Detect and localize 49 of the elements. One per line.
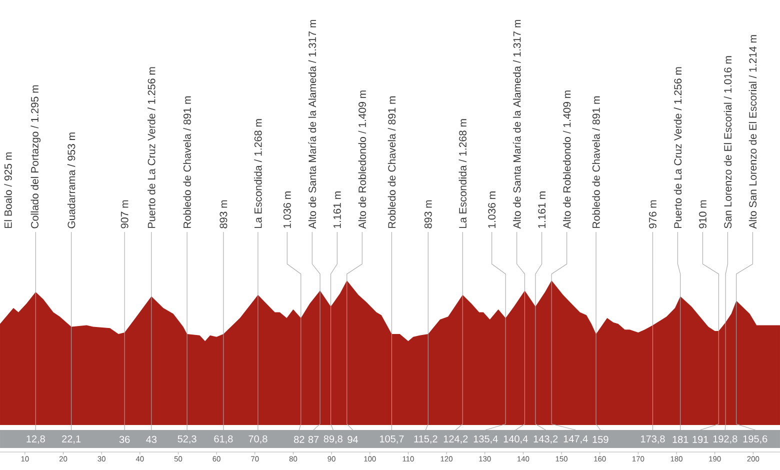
ref-line-label: 173,8 (641, 435, 665, 444)
ref-line-label: 52,3 (178, 435, 196, 444)
ref-line-label: 70,8 (248, 435, 268, 444)
text: Robledo de Chavela / 891 m (183, 96, 191, 228)
text: 893 m (220, 200, 228, 228)
text: Puerto de La Cruz Verde / 1.256 m (148, 67, 156, 228)
ref-line-label: 124,2 (444, 435, 468, 444)
text: La Escondida / 1.268 m (254, 119, 262, 228)
text: Robledo de Chavela / 891 m (388, 96, 396, 228)
text: Alto de Robledondo / 1.409 m (358, 90, 366, 229)
text: Alto de Robledondo / 1.409 m (562, 90, 571, 229)
text: 1.036 m (488, 192, 496, 228)
text: El Boalo / 925 m (4, 152, 12, 228)
ref-line-label: 192,8 (713, 435, 738, 444)
ref-line-label: 195,6 (743, 435, 768, 444)
text: 893 m (424, 200, 432, 228)
text: Alto San Lorenzo de El Escorial / 1.214 m (748, 35, 757, 229)
ref-line-label: 43 (146, 436, 157, 444)
text: 910 m (699, 200, 706, 228)
text: 1.036 m (283, 192, 291, 228)
ref-line-label: 105,7 (380, 435, 404, 444)
ref-line-label: 115,2 (414, 435, 438, 444)
text: San Lorenzo de El Escorial / 1.016 m (724, 56, 732, 228)
ref-line-label: 94 (348, 436, 358, 444)
ref-line-label: 89,8 (324, 435, 342, 444)
text: 1.161 m (538, 192, 546, 228)
ref-line-label: 87 (308, 436, 319, 444)
text: 907 m (120, 200, 128, 228)
text: 976 m (649, 200, 656, 228)
text: Alto de Santa María de la Alameda / 1.317 m (308, 20, 316, 229)
text: 1.161 m (333, 192, 341, 228)
ref-line-label: 191 (692, 436, 708, 444)
ref-line-label: 135,4 (474, 435, 498, 444)
text: La Escondida / 1.268 m (458, 119, 466, 228)
ref-line-label: 147,4 (564, 435, 588, 444)
text: Robledo de Chavela / 891 m (592, 96, 600, 228)
ref-line-label: 140,4 (504, 435, 528, 444)
text: Alto de Santa María de la Alameda / 1.317 m (512, 20, 521, 229)
ref-line-label: 159 (592, 436, 608, 444)
text: Guadarrama / 953 m (67, 132, 76, 228)
ref-line-label: 61,8 (214, 435, 233, 444)
ref-line-label: 143,2 (534, 435, 558, 444)
ref-line-label: 22,1 (62, 435, 81, 444)
text: Collado del Portazgo / 1.295 m (30, 85, 41, 228)
ref-line-label: 181 (672, 436, 688, 444)
ref-line-label: 82 (294, 436, 304, 444)
ref-line-label: 36 (119, 436, 130, 444)
ref-line-label: 12,8 (26, 435, 45, 444)
text: Puerto de La Cruz Verde / 1.256 m (674, 67, 682, 228)
